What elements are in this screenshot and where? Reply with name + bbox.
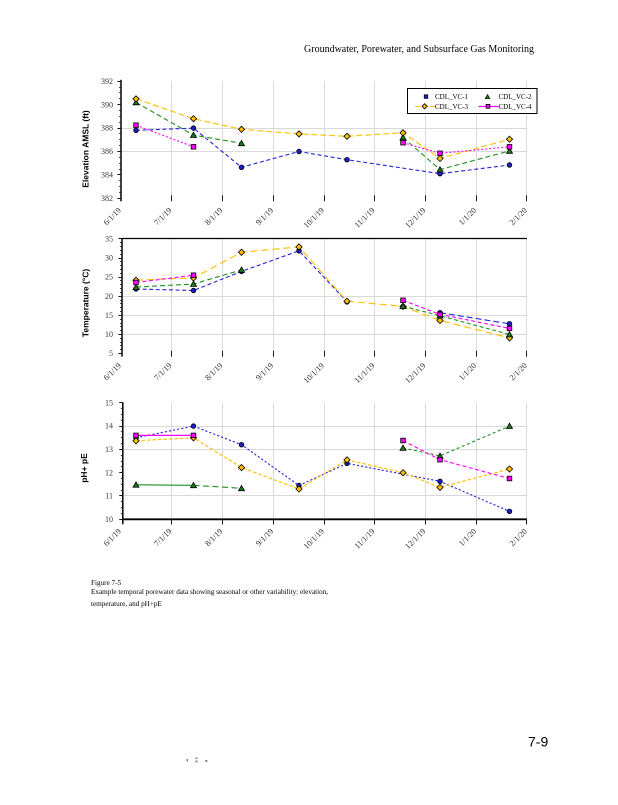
- svg-text:Figure 7-5: Figure 7-5: [91, 579, 122, 587]
- svg-text:Groundwater, Porewater, and Su: Groundwater, Porewater, and Subsurface G…: [304, 44, 534, 55]
- svg-text:386: 386: [101, 147, 113, 156]
- svg-text:CDL_VC-4: CDL_VC-4: [499, 103, 533, 111]
- svg-text:392: 392: [101, 77, 113, 86]
- svg-text:384: 384: [101, 171, 113, 180]
- svg-text:pH+ pE: pH+ pE: [79, 453, 89, 483]
- svg-text:13: 13: [105, 445, 113, 454]
- svg-text:15: 15: [105, 311, 113, 320]
- svg-text:temperature, and pH+pE: temperature, and pH+pE: [91, 600, 163, 608]
- svg-text:20: 20: [105, 292, 113, 301]
- svg-text:5: 5: [109, 349, 113, 358]
- svg-text:10: 10: [105, 330, 113, 339]
- svg-text:Example temporal porewater dat: Example temporal porewater data showing …: [91, 588, 328, 596]
- svg-text:14: 14: [105, 422, 113, 431]
- svg-text:7-9: 7-9: [528, 734, 548, 750]
- svg-text:35: 35: [105, 235, 113, 244]
- svg-text:30: 30: [105, 254, 113, 263]
- svg-text:CDL_VC-1: CDL_VC-1: [435, 93, 469, 101]
- svg-text:15: 15: [105, 398, 113, 407]
- svg-text:CDL_VC-3: CDL_VC-3: [435, 103, 469, 111]
- svg-text:Elevation AMSL (ft): Elevation AMSL (ft): [81, 110, 91, 188]
- svg-text:382: 382: [101, 194, 113, 203]
- svg-text:Temperature (°C): Temperature (°C): [81, 269, 91, 338]
- svg-text:10: 10: [105, 515, 113, 524]
- svg-text:390: 390: [101, 100, 113, 109]
- svg-text:11: 11: [105, 492, 113, 501]
- svg-text:CDL_VC-2: CDL_VC-2: [499, 93, 533, 101]
- svg-text:12: 12: [105, 468, 113, 477]
- svg-text:388: 388: [101, 124, 113, 133]
- svg-text:25: 25: [105, 273, 113, 282]
